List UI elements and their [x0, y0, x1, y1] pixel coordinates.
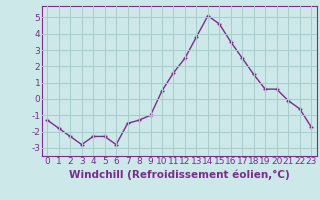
X-axis label: Windchill (Refroidissement éolien,°C): Windchill (Refroidissement éolien,°C) [69, 169, 290, 180]
